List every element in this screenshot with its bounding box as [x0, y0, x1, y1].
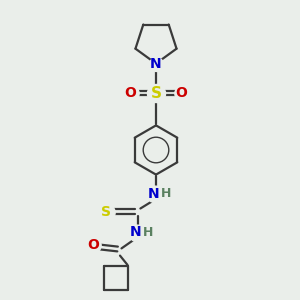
- Text: N: N: [148, 187, 160, 200]
- Text: H: H: [142, 226, 153, 239]
- Text: H: H: [160, 187, 171, 200]
- Text: O: O: [87, 238, 99, 252]
- Text: S: S: [101, 205, 112, 218]
- Text: O: O: [124, 86, 136, 100]
- Text: N: N: [130, 226, 142, 239]
- Text: O: O: [176, 86, 188, 100]
- Text: N: N: [150, 57, 162, 70]
- Text: S: S: [151, 85, 161, 100]
